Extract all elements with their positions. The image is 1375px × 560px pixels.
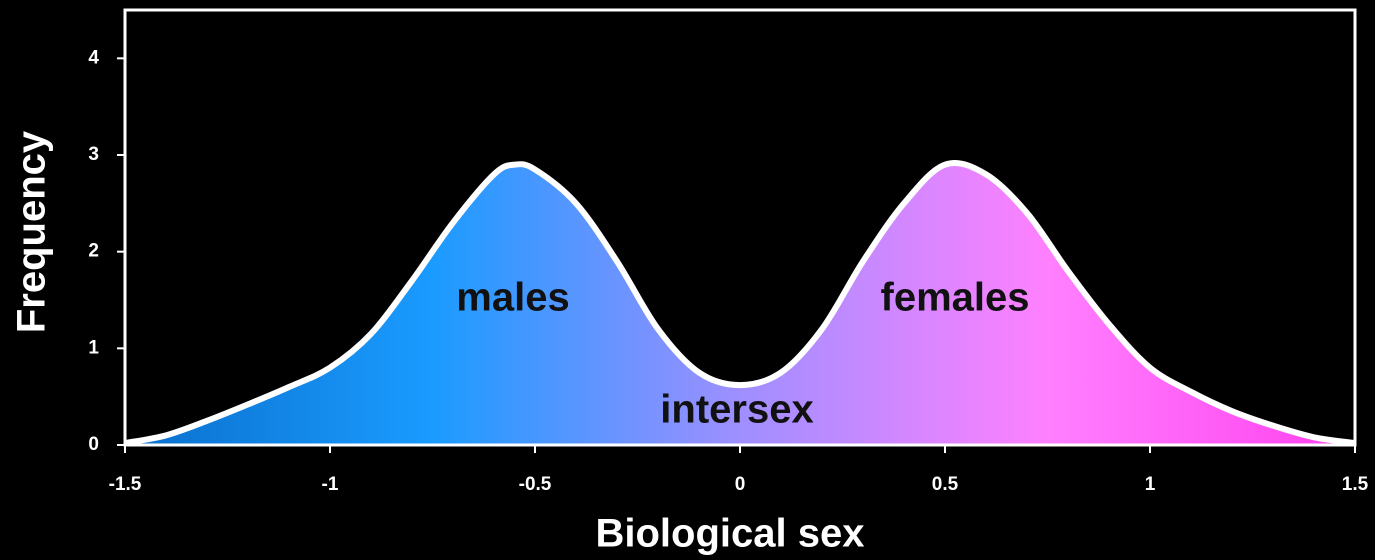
x-tick-label: -1 bbox=[322, 474, 339, 495]
annotation: females bbox=[881, 276, 1030, 320]
area bbox=[125, 163, 1355, 446]
y-tick-label: 3 bbox=[88, 144, 99, 165]
area-outline bbox=[124, 160, 1356, 447]
x-axis-label: Biological sex bbox=[596, 512, 865, 556]
y-tick-label: 1 bbox=[88, 337, 99, 358]
x-tick-label: -0.5 bbox=[519, 474, 552, 495]
y-tick-label: 4 bbox=[88, 47, 99, 68]
x-tick-label: 1 bbox=[1145, 474, 1156, 495]
x-tick-label: 1.5 bbox=[1342, 474, 1369, 495]
y-tick-label: 0 bbox=[88, 434, 99, 455]
x-tick-label: 0 bbox=[735, 474, 746, 495]
x-tick-label: 0.5 bbox=[932, 474, 959, 495]
x-tick-label: -1.5 bbox=[109, 474, 142, 495]
annotation: males bbox=[456, 276, 569, 320]
y-axis-label: Frequency bbox=[10, 130, 54, 333]
y-tick-label: 2 bbox=[88, 241, 99, 262]
annotation: intersex bbox=[660, 388, 813, 432]
